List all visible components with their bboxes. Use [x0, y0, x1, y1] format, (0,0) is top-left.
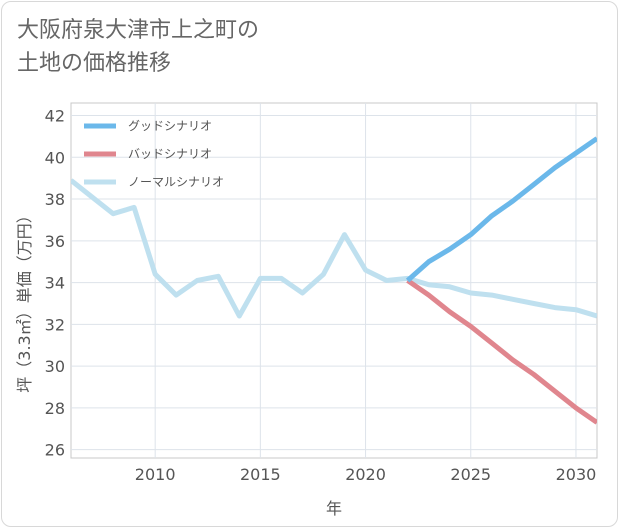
y-tick-label: 36: [45, 232, 65, 251]
series-line-1: [406, 278, 597, 425]
y-tick-labels: 26 28 30 32 34 36 38 40 42: [45, 107, 65, 460]
x-tick-label: 2010: [135, 465, 176, 484]
series-line-0: [405, 136, 597, 283]
y-tick-label: 42: [45, 107, 65, 126]
y-tick-label: 26: [45, 441, 65, 460]
x-tick-label: 2030: [556, 465, 597, 484]
grid-lines: [71, 103, 597, 458]
y-tick-label: 34: [45, 274, 65, 293]
chart-title: 大阪府泉大津市上之町の 土地の価格推移: [17, 18, 260, 76]
legend-label: グッドシナリオ: [128, 119, 212, 133]
series-line-2: [71, 178, 597, 319]
plot-area: [70, 102, 598, 459]
x-tick-label: 2015: [240, 465, 281, 484]
legend-label: バッドシナリオ: [128, 147, 212, 161]
y-tick-label: 38: [45, 190, 65, 209]
y-tick-label: 28: [45, 399, 65, 418]
y-tick-label: 40: [45, 148, 65, 167]
x-tick-label: 2025: [450, 465, 491, 484]
x-axis-label: 年: [326, 499, 342, 518]
legend-label: ノーマルシナリオ: [128, 175, 224, 189]
x-tick-labels: 2010 2015 2020 2025 2030: [135, 465, 597, 484]
x-tick-label: 2020: [345, 465, 386, 484]
y-tick-label: 30: [45, 357, 65, 376]
y-axis-label: 坪（3.3㎡）単価（万円）: [15, 207, 34, 392]
series-lines: [71, 136, 597, 425]
y-tick-label: 32: [45, 315, 65, 334]
